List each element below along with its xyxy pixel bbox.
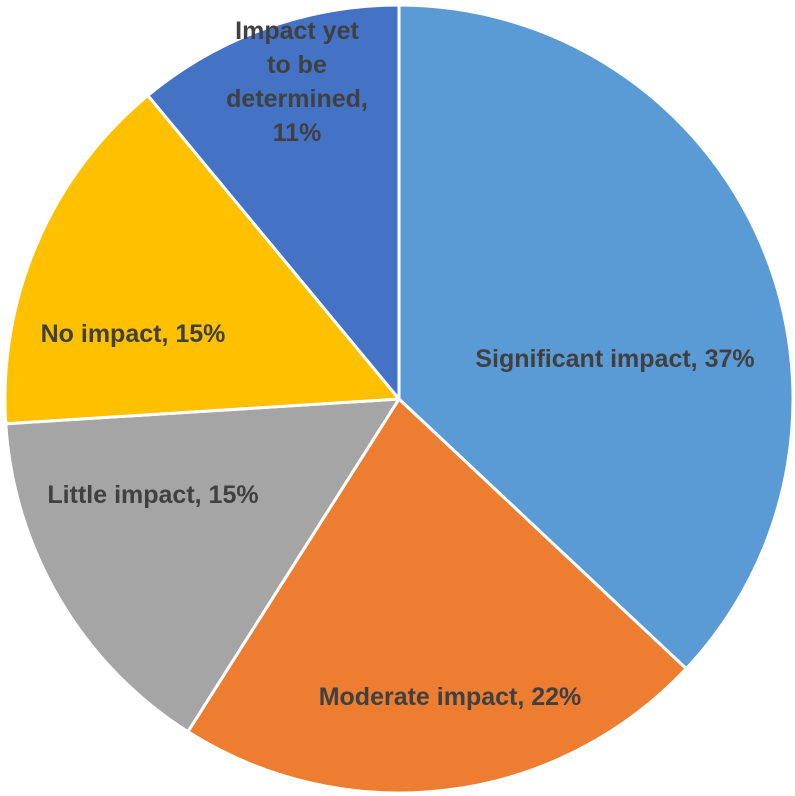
pie-slice-significant-impact: [397, 3, 795, 671]
pie-label-no-impact: No impact, 15%: [41, 320, 226, 348]
pie-slice-moderate-impact: [186, 397, 688, 795]
pie-label-line: Little impact, 15%: [47, 481, 258, 509]
pie-label-moderate-impact: Moderate impact, 22%: [319, 683, 582, 711]
pie-label-line: to be: [267, 51, 327, 79]
pie-label-line: Impact yet: [235, 17, 359, 45]
pie-slices: [3, 3, 795, 795]
pie-label-line: No impact, 15%: [41, 320, 226, 348]
pie-label-impact-yet-to-be-determined: Impact yet to be determined, 11%: [226, 17, 368, 147]
pie-label-line: determined,: [226, 85, 368, 113]
pie-labels: Significant impact, 37% Moderate impact, …: [41, 17, 755, 711]
pie-label-significant-impact: Significant impact, 37%: [475, 345, 754, 373]
pie-label-line: Moderate impact, 22%: [319, 683, 582, 711]
pie-label-line: Significant impact, 37%: [475, 345, 754, 373]
pie-slice-impact-yet-to-be-determined: [146, 3, 401, 401]
pie-label-little-impact: Little impact, 15%: [47, 481, 258, 509]
pie-slice-little-impact: [4, 397, 401, 734]
pie-slice-no-impact: [3, 93, 401, 426]
pie-label-line: 11%: [273, 119, 322, 147]
